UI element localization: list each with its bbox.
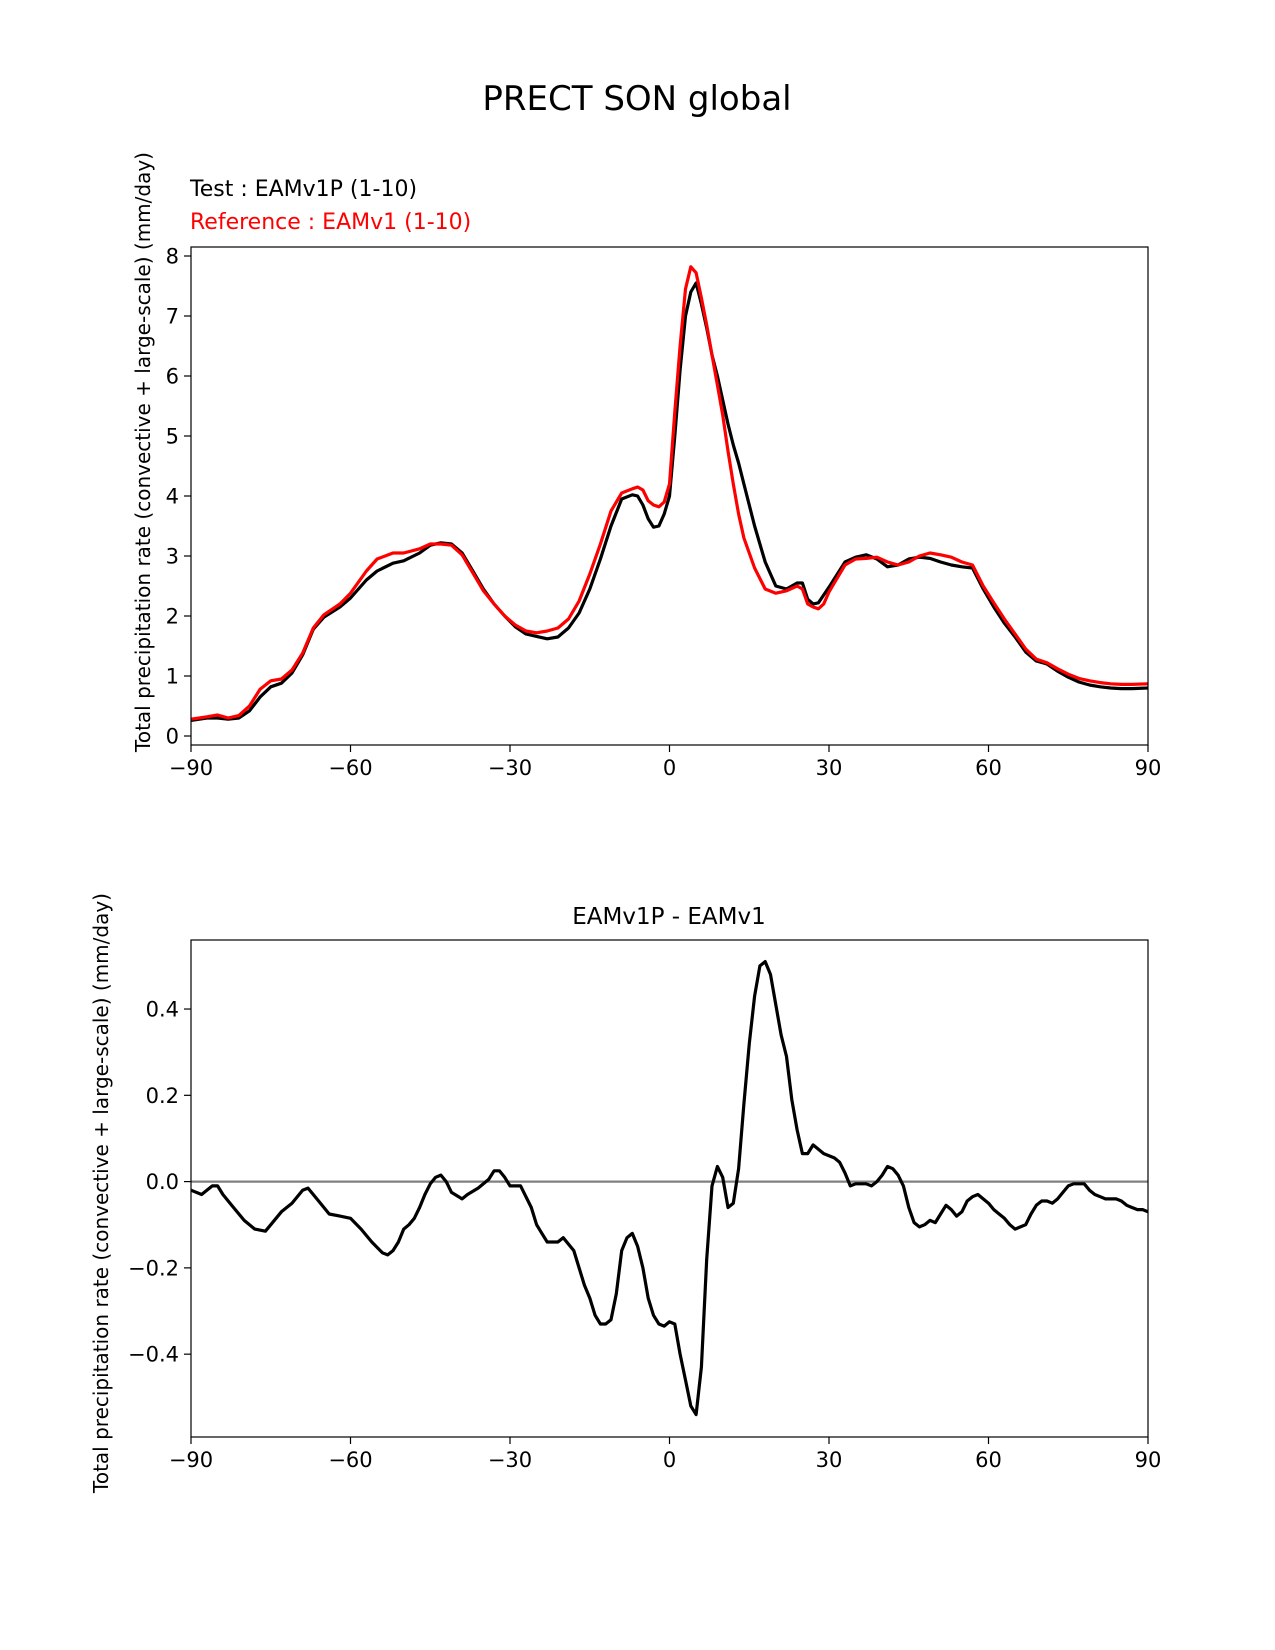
x-tick-label: 30 xyxy=(816,1448,843,1472)
bottom-plot-area: −90 −60 −30 0 30 60 90 −0.4 −0.2 0.0 0.2 0.4 xyxy=(128,939,1162,1472)
y-tick-label: −0.4 xyxy=(128,1343,179,1367)
x-tick-label: −90 xyxy=(169,756,213,780)
y-tick-label: 5 xyxy=(166,425,179,449)
x-tick-label: 0 xyxy=(663,1448,676,1472)
series-line-reference xyxy=(190,265,1149,721)
y-tick-label: 1 xyxy=(166,665,179,689)
y-tick-label: 0.4 xyxy=(146,998,179,1022)
y-tick-label: 7 xyxy=(166,305,179,329)
y-tick-label: 0.0 xyxy=(146,1170,179,1194)
figure-title: PRECT SON global xyxy=(482,79,791,119)
y-tick-label: 0 xyxy=(166,725,179,749)
x-tick-label: 60 xyxy=(975,1448,1002,1472)
bottom-panel-title: EAMv1P - EAMv1 xyxy=(572,904,766,930)
x-tick-label: −30 xyxy=(488,1448,532,1472)
top-plot-area: −90 −60 −30 0 30 60 90 0 1 2 3 4 5 6 7 8 xyxy=(166,245,1162,781)
x-tick-label: −60 xyxy=(328,756,372,780)
x-tick-label: 90 xyxy=(1135,1448,1162,1472)
x-tick-label: −30 xyxy=(488,756,532,780)
bottom-y-axis-label: Total precipitation rate (convective + l… xyxy=(89,893,113,1494)
bottom-panel: EAMv1P - EAMv1 −90 −60 −30 0 30 60 90 −0.4 −0.2 0… xyxy=(89,893,1161,1494)
x-tick-label: −60 xyxy=(328,1448,372,1472)
y-tick-label: 8 xyxy=(166,245,179,269)
legend-test-label: Test : EAMv1P (1-10) xyxy=(189,177,417,202)
legend-reference-label: Reference : EAMv1 (1-10) xyxy=(190,210,471,235)
plot-frame xyxy=(190,939,1149,1438)
y-tick-label: 2 xyxy=(166,605,179,629)
y-tick-label: 0.2 xyxy=(146,1084,179,1108)
x-tick-label: 30 xyxy=(816,756,843,780)
x-tick-label: 90 xyxy=(1135,756,1162,780)
x-tick-label: 60 xyxy=(975,756,1002,780)
top-y-axis-label: Total precipitation rate (convective + l… xyxy=(131,152,155,753)
y-tick-label: −0.2 xyxy=(128,1256,179,1280)
y-tick-label: 3 xyxy=(166,545,179,569)
x-tick-label: 0 xyxy=(663,756,676,780)
series-line-test xyxy=(190,281,1149,722)
y-tick-label: 4 xyxy=(166,485,179,509)
y-tick-label: 6 xyxy=(166,365,179,389)
x-tick-label: −90 xyxy=(169,1448,213,1472)
top-panel: Test : EAMv1P (1-10) Reference : EAMv1 (… xyxy=(131,152,1161,780)
difference-series-line xyxy=(190,959,1149,1417)
